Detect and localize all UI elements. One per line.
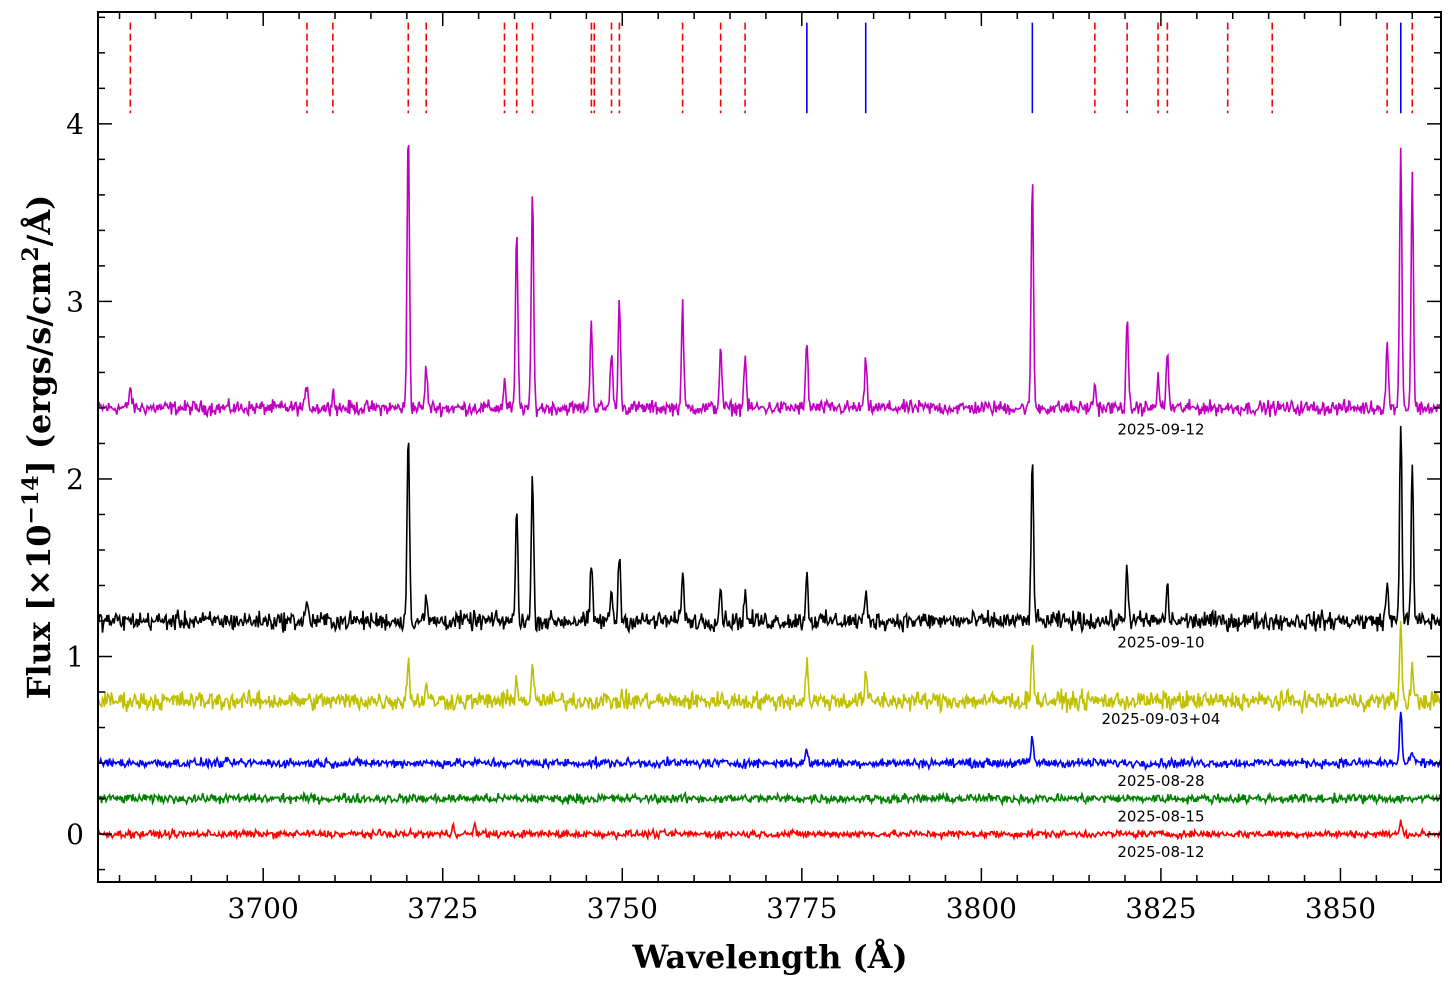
spectrum-line-3 — [97, 711, 1442, 772]
y-axis-title: Flux [×10−14] (ergs/s/cm2/Å) — [18, 195, 58, 700]
x-tick-label: 3800 — [946, 892, 1017, 925]
plot-frame — [97, 11, 1442, 883]
spectrum-label-2: 2025-09-03+04 — [1101, 710, 1220, 728]
spectrum-line-2 — [97, 620, 1442, 715]
x-tick-label: 3850 — [1305, 892, 1376, 925]
line-marker-group — [129, 22, 1414, 114]
y-tick-label: 2 — [66, 463, 84, 496]
spectrum-labels-group: 2025-09-12 2025-09-10 2025-09-03+04 2025-08… — [1101, 421, 1220, 862]
spectrum-line-5 — [97, 819, 1442, 842]
x-tick-label: 3725 — [407, 892, 478, 925]
y-tick-label: 4 — [66, 108, 84, 141]
spectrum-line-0 — [97, 144, 1442, 419]
y-axis-title-exponent2: 2 — [18, 246, 44, 261]
x-tick-label: 3825 — [1125, 892, 1196, 925]
spectrum-label-0: 2025-09-12 — [1117, 421, 1204, 439]
spectrum-label-4: 2025-08-15 — [1117, 808, 1204, 826]
spectrum-label-1: 2025-09-10 — [1117, 634, 1204, 652]
y-tick-label: 0 — [66, 818, 84, 851]
y-axis-title-exponent: −14 — [18, 475, 44, 524]
y-axis-title-tail: ] (ergs/s/cm — [20, 262, 58, 476]
x-axis-title: Wavelength (Å) — [631, 938, 907, 976]
y-tick-label: 1 — [66, 641, 84, 674]
spectrum-line-4 — [97, 790, 1442, 807]
spectrum-label-3: 2025-08-28 — [1117, 772, 1204, 790]
x-tick-label: 3700 — [228, 892, 299, 925]
y-tick-label: 3 — [66, 285, 84, 318]
y-axis-title-main: Flux [×10 — [20, 524, 58, 699]
spectra-series-group — [97, 144, 1442, 842]
x-tick-label: 3775 — [766, 892, 837, 925]
spectrum-line-1 — [97, 425, 1442, 635]
y-axis-title-end: /Å) — [20, 195, 58, 247]
spectrum-label-5: 2025-08-12 — [1117, 843, 1204, 861]
x-tick-label: 3750 — [587, 892, 658, 925]
axis-ticks-group: 3700 3725 3750 3775 3800 3825 3850 0 1 2 3 4 — [66, 12, 1441, 925]
